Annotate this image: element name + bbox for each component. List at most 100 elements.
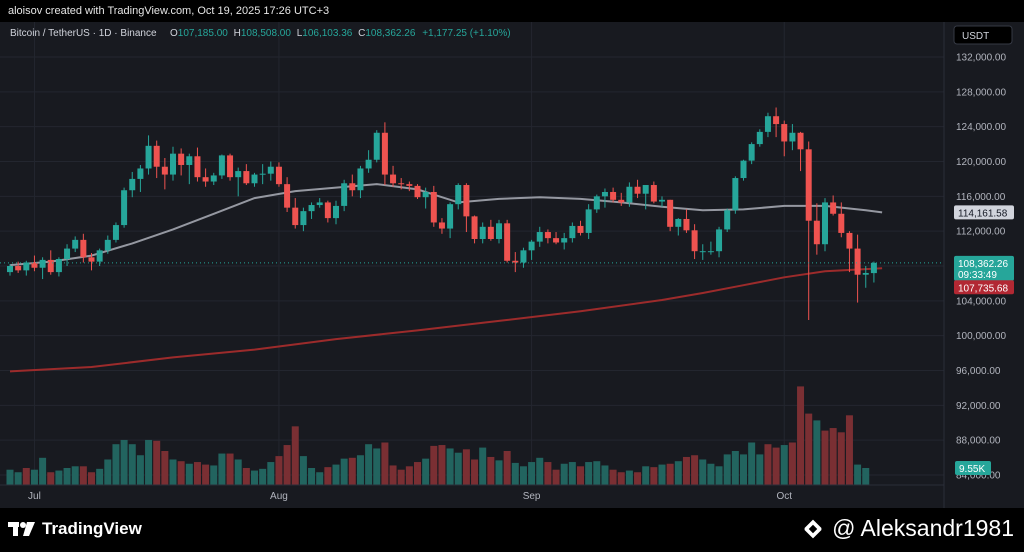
volume-bar <box>560 463 568 485</box>
candle-body <box>341 183 348 206</box>
candle-body <box>797 132 804 150</box>
candle-body <box>463 185 470 217</box>
candle-body <box>691 230 698 252</box>
candle-body <box>275 166 282 185</box>
binance-icon <box>804 519 822 538</box>
price-chart[interactable]: 132,000.00 128,000.00 124,000.00 120,000.00… <box>0 22 1024 508</box>
volume-bar <box>699 459 707 485</box>
candle-body <box>72 239 79 249</box>
currency-button[interactable]: USDT <box>953 25 1013 45</box>
candle-body <box>23 262 30 271</box>
volume-bar <box>617 472 625 485</box>
volume-bar <box>275 456 283 485</box>
candle-body <box>838 213 845 233</box>
y-tick-label: 132,000.00 <box>956 53 1006 64</box>
volume-bar <box>145 439 153 485</box>
author-tag: @ Aleksandr1981 <box>800 515 1014 542</box>
candle-body <box>365 159 372 169</box>
legend: Bitcoin / TetherUS · 1D · Binance O107,1… <box>10 28 511 39</box>
volume-bar <box>259 468 267 485</box>
volume-bar <box>821 430 829 485</box>
candle-body <box>805 149 812 221</box>
volume-bar <box>797 386 805 485</box>
candle-body <box>64 248 71 260</box>
volume-bar <box>79 466 87 485</box>
candle-body <box>479 226 486 240</box>
candle-body <box>243 171 250 184</box>
volume-bar <box>430 445 438 485</box>
candle-body <box>137 168 144 179</box>
last-price-label-text: 09:33:49 <box>958 270 997 281</box>
candle-body <box>390 174 397 184</box>
volume-bar <box>324 467 332 485</box>
candle-body <box>398 183 405 185</box>
legend-l-label: L <box>297 28 303 39</box>
candle-body <box>438 222 445 229</box>
candle-body <box>764 116 771 132</box>
candle-body <box>15 266 22 271</box>
author-name: @ Aleksandr1981 <box>832 515 1014 541</box>
legend-c-label: C <box>358 28 365 39</box>
volume-bar <box>487 456 495 485</box>
candle-body <box>104 239 111 251</box>
candle-body <box>55 259 62 273</box>
legend-change: +1,177.25 (+1.10%) <box>422 28 510 39</box>
caption-text: aloisov created with TradingView.com, Oc… <box>8 5 330 17</box>
candle-body <box>496 223 502 240</box>
volume-bar <box>283 445 291 485</box>
volume-bar <box>511 462 519 485</box>
last-price-label-bg <box>954 255 1014 281</box>
legend-c-value: 108,362.26 <box>365 28 415 39</box>
volume-bar <box>39 457 47 485</box>
y-tick-label: 100,000.00 <box>956 331 1006 342</box>
volume-bar <box>723 454 731 485</box>
volume-bar <box>536 457 544 485</box>
candle-body <box>284 184 291 208</box>
volume-bar <box>169 459 177 485</box>
volume-bar <box>22 468 30 485</box>
candle-body <box>854 248 861 275</box>
volume-bar <box>193 462 201 485</box>
tradingview-logo[interactable]: TradingView <box>8 519 142 539</box>
candle-body <box>430 191 437 223</box>
candle-body <box>634 186 641 194</box>
volume-bar <box>71 466 79 485</box>
chart-panel[interactable]: 132,000.00 128,000.00 124,000.00 120,000.00… <box>0 22 1024 508</box>
candle-body <box>129 178 136 191</box>
candle-body <box>512 260 519 263</box>
candle-body <box>349 183 356 191</box>
candle-body <box>178 153 185 165</box>
candle-body <box>773 116 780 125</box>
candle-body <box>553 238 560 243</box>
volume-bar <box>772 447 780 485</box>
volume-bar <box>210 465 218 485</box>
candle-body <box>846 232 853 249</box>
candle-body <box>455 185 462 205</box>
volume-bar <box>837 432 845 485</box>
volume-bar <box>14 472 22 485</box>
candle-body <box>267 166 274 174</box>
time-axis[interactable]: Jul Aug Sep Oct <box>28 491 792 502</box>
candle-body <box>528 241 535 251</box>
volume-bar <box>642 466 650 485</box>
y-tick-label: 96,000.00 <box>956 366 1001 377</box>
candle-body <box>39 259 46 268</box>
volume-bar <box>601 465 609 485</box>
candle-body <box>536 232 543 242</box>
y-tick-label: 112,000.00 <box>956 227 1006 238</box>
candle-body <box>112 225 119 240</box>
candle-body <box>316 202 323 206</box>
volume-bar <box>30 469 38 485</box>
legend-ohlc: O107,185.00 H108,508.00 L106,103.36 C108… <box>170 28 511 39</box>
x-tick-label: Jul <box>28 491 41 502</box>
legend-h-value: 108,508.00 <box>241 28 291 39</box>
volume-bar <box>47 472 55 485</box>
candle-body <box>675 218 682 227</box>
x-tick-label: Aug <box>270 491 288 502</box>
candle-body <box>724 210 731 230</box>
candle-body <box>585 209 592 233</box>
candle-body <box>218 155 225 176</box>
x-tick-label: Oct <box>776 491 792 502</box>
volume-bar <box>756 454 764 485</box>
volume-bar <box>805 413 813 485</box>
